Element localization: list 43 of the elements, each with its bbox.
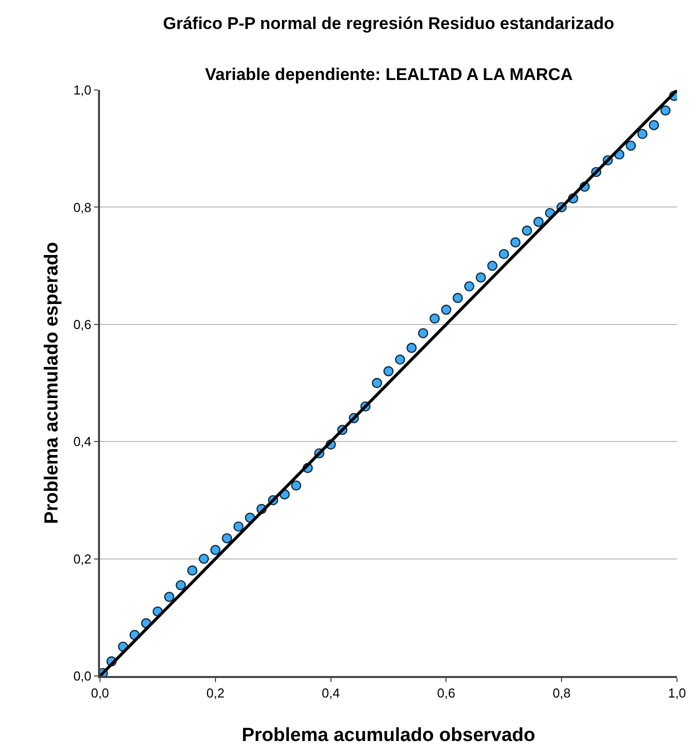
y-tick-label: 0,0 bbox=[73, 668, 92, 684]
y-axis-title: Problema acumulado esperado bbox=[42, 242, 63, 524]
point bbox=[533, 216, 544, 227]
point bbox=[222, 533, 232, 544]
x-tick-label: 0,6 bbox=[437, 686, 456, 701]
x-tick-label: 0,2 bbox=[206, 686, 224, 701]
x-tick-label: 1,0 bbox=[668, 686, 686, 701]
point bbox=[372, 378, 382, 388]
x-tick-label: 0,0 bbox=[90, 686, 110, 701]
point bbox=[626, 140, 636, 151]
point bbox=[291, 480, 302, 491]
point bbox=[522, 226, 532, 236]
x-tick-label: 0,4 bbox=[322, 686, 340, 701]
y-tick-label: 0,8 bbox=[73, 200, 92, 215]
y-tick-label: 1,0 bbox=[73, 82, 92, 98]
point bbox=[176, 580, 186, 590]
point bbox=[210, 544, 220, 556]
point bbox=[510, 237, 521, 248]
point bbox=[441, 304, 452, 315]
point bbox=[233, 521, 244, 532]
point bbox=[452, 292, 463, 304]
point bbox=[637, 128, 648, 140]
chart-subtitle: Variable dependiente: LEALTAD A LA MARCA bbox=[205, 65, 573, 84]
point bbox=[383, 366, 394, 376]
point bbox=[487, 260, 498, 271]
chart-title: Gráfico P-P normal de regresión Residuo estandarizado bbox=[163, 14, 614, 33]
x-axis-title: Problema acumulado observado bbox=[242, 724, 536, 746]
y-tick-label: 0,4 bbox=[73, 434, 92, 450]
y-tick-label: 0,6 bbox=[73, 316, 92, 332]
point bbox=[187, 565, 198, 576]
point bbox=[198, 554, 209, 564]
point bbox=[648, 120, 660, 130]
point bbox=[498, 248, 509, 260]
x-tick-label: 0,8 bbox=[552, 686, 571, 701]
point bbox=[430, 313, 440, 324]
point bbox=[418, 328, 428, 338]
point bbox=[464, 281, 474, 292]
y-tick-label: 0,2 bbox=[73, 551, 92, 566]
point bbox=[164, 592, 174, 602]
point bbox=[660, 105, 671, 116]
point bbox=[394, 354, 406, 365]
point bbox=[406, 342, 417, 353]
point bbox=[476, 272, 486, 283]
